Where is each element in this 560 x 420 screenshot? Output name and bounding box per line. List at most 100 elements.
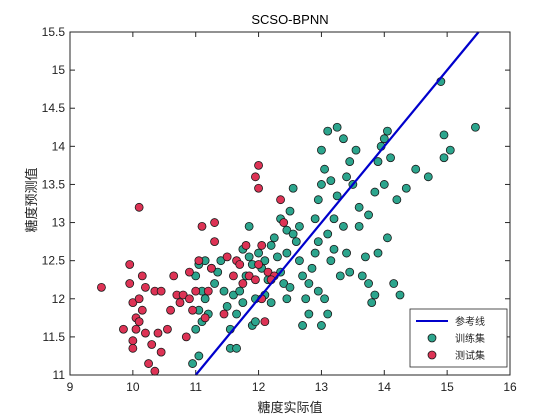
train-point bbox=[411, 164, 421, 174]
train-point bbox=[222, 301, 232, 311]
train-point bbox=[304, 279, 314, 288]
train-point bbox=[251, 317, 260, 327]
train-point bbox=[254, 248, 263, 258]
train-point bbox=[373, 248, 383, 258]
train-point bbox=[295, 221, 304, 231]
test-point bbox=[153, 328, 163, 338]
train-point bbox=[329, 214, 339, 224]
train-point bbox=[295, 256, 304, 266]
train-point bbox=[354, 202, 364, 212]
train-point bbox=[232, 309, 241, 319]
test-point bbox=[163, 324, 172, 334]
y-tick-label: 13 bbox=[52, 216, 66, 230]
test-point bbox=[128, 336, 138, 346]
train-point bbox=[361, 252, 370, 262]
train-point bbox=[213, 267, 223, 277]
legend-item-train: 训练集 bbox=[455, 332, 485, 345]
train-point bbox=[370, 290, 380, 300]
train-point bbox=[370, 187, 380, 197]
y-tick-label: 11.5 bbox=[43, 330, 66, 344]
train-point bbox=[273, 252, 282, 262]
x-tick-label: 10 bbox=[126, 380, 140, 394]
train-points-group bbox=[188, 77, 480, 368]
legend-box bbox=[409, 308, 508, 368]
train-point bbox=[383, 233, 392, 243]
train-point bbox=[332, 122, 342, 132]
y-tick-label: 11 bbox=[53, 368, 66, 382]
train-point bbox=[304, 309, 314, 319]
train-point bbox=[401, 183, 411, 193]
train-point bbox=[313, 195, 323, 205]
test-point bbox=[207, 263, 216, 273]
test-point bbox=[222, 252, 232, 262]
train-point bbox=[364, 210, 373, 220]
train-point bbox=[285, 206, 295, 216]
train-point bbox=[298, 321, 307, 330]
train-point bbox=[266, 241, 276, 250]
train-point bbox=[342, 172, 351, 182]
train-point bbox=[339, 221, 348, 231]
test-point bbox=[251, 172, 260, 182]
train-point bbox=[345, 157, 355, 166]
plot-frame bbox=[69, 31, 511, 376]
train-point bbox=[260, 256, 270, 266]
train-point bbox=[471, 122, 480, 132]
test-point bbox=[175, 298, 185, 307]
train-point bbox=[339, 134, 348, 144]
test-point bbox=[144, 359, 153, 368]
test-point bbox=[185, 267, 194, 277]
test-point bbox=[128, 298, 138, 307]
test-point bbox=[235, 260, 245, 269]
legend-item-reference: 参考线 bbox=[455, 315, 485, 328]
train-point bbox=[282, 294, 292, 304]
test-point bbox=[166, 305, 175, 315]
train-point bbox=[326, 256, 336, 266]
y-tick-label: 12 bbox=[52, 292, 66, 306]
test-point bbox=[137, 271, 147, 281]
y-tick-label: 12.5 bbox=[42, 254, 66, 268]
train-point bbox=[313, 237, 323, 247]
train-point bbox=[210, 279, 219, 288]
test-point bbox=[134, 317, 144, 327]
x-tick-label: 15 bbox=[440, 380, 454, 394]
train-point bbox=[367, 298, 377, 307]
train-point bbox=[326, 176, 336, 186]
train-point bbox=[351, 145, 361, 155]
test-point bbox=[219, 309, 229, 319]
reference-line bbox=[194, 31, 480, 376]
train-point bbox=[235, 286, 245, 296]
train-point bbox=[216, 256, 226, 266]
train-point bbox=[188, 359, 197, 368]
train-point bbox=[379, 180, 389, 189]
legend: 参考线 训练集 测试集 bbox=[409, 308, 508, 368]
train-point bbox=[386, 153, 395, 163]
train-point bbox=[317, 145, 326, 155]
y-tick-label: 15 bbox=[52, 63, 66, 77]
test-point bbox=[203, 286, 213, 296]
train-point bbox=[354, 221, 364, 231]
test-point bbox=[97, 282, 106, 292]
x-axis-label: 糖度实际值 bbox=[257, 400, 322, 416]
train-point bbox=[389, 279, 399, 288]
train-point bbox=[269, 233, 279, 243]
x-tick-label: 9 bbox=[67, 380, 74, 394]
train-point bbox=[313, 286, 323, 296]
test-point bbox=[254, 160, 263, 170]
train-point bbox=[244, 252, 254, 262]
train-point bbox=[200, 294, 210, 304]
test-point bbox=[241, 241, 251, 250]
train-point bbox=[395, 290, 405, 300]
x-axis-ticks: 9 10 11 12 13 14 15 16 bbox=[67, 32, 517, 394]
train-point bbox=[317, 321, 326, 330]
train-point bbox=[282, 248, 292, 258]
test-point bbox=[194, 256, 204, 266]
test-point bbox=[188, 305, 197, 315]
test-point bbox=[185, 294, 194, 304]
train-point bbox=[373, 157, 383, 166]
test-point bbox=[178, 290, 188, 300]
test-point bbox=[169, 271, 179, 281]
train-point bbox=[238, 298, 248, 307]
data-points bbox=[97, 31, 480, 376]
y-tick-label: 14.5 bbox=[42, 101, 66, 115]
